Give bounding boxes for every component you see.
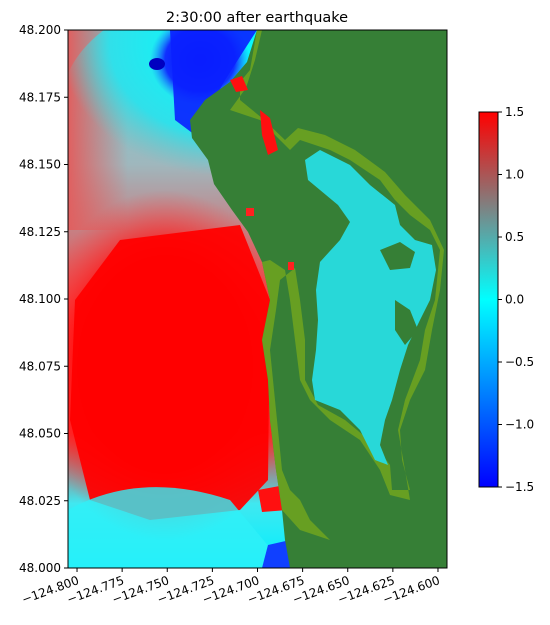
- colorbar-tick-label: 0.5: [505, 230, 524, 244]
- colorbar-body: [479, 112, 498, 487]
- x-axis: −124.800−124.775−124.750−124.725−124.700…: [20, 568, 442, 607]
- blue-north-edge: [170, 30, 257, 135]
- y-tick-label: 48.075: [19, 359, 61, 373]
- red-river-mouth: [230, 76, 248, 92]
- y-tick-label: 48.100: [19, 292, 61, 306]
- y-tick-label: 48.125: [19, 225, 61, 239]
- heatmap-field: [68, 30, 447, 568]
- colorbar-tick-label: −1.0: [505, 418, 534, 432]
- inlet-bay: [305, 150, 436, 465]
- y-tick-label: 48.200: [19, 23, 61, 37]
- chart-title: 2:30:00 after earthquake: [166, 10, 348, 26]
- y-tick-label: 48.025: [19, 494, 61, 508]
- bay-island: [380, 242, 415, 270]
- red-small-patch: [288, 262, 294, 270]
- y-tick-label: 48.050: [19, 427, 61, 441]
- bay-peninsula: [395, 300, 418, 345]
- colorbar-tick-label: 1.0: [505, 168, 524, 182]
- y-tick-label: 48.000: [19, 561, 61, 575]
- colorbar-tick-label: −1.5: [505, 480, 534, 494]
- y-tick-label: 48.175: [19, 90, 61, 104]
- colorbar-tick-label: 0.0: [505, 293, 524, 307]
- blue-dark-spot: [149, 58, 165, 70]
- y-axis: 48.000 48.025 48.050 48.075 48.100 48.125 48.1…: [19, 23, 68, 575]
- red-fill-region: [70, 225, 270, 520]
- colorbar-tick-label: 1.5: [505, 105, 524, 119]
- cyan-south-region: [68, 487, 280, 568]
- y-tick-label: 48.150: [19, 158, 61, 172]
- colorbar-tick-label: −0.5: [505, 355, 534, 369]
- shoreline-band: [230, 30, 444, 540]
- colorbar-axis: 1.5 1.0 0.5 0.0 −0.5 −1.0 −1.5: [498, 105, 534, 494]
- red-coast-fleck: [246, 208, 254, 216]
- red-inlet: [260, 110, 278, 155]
